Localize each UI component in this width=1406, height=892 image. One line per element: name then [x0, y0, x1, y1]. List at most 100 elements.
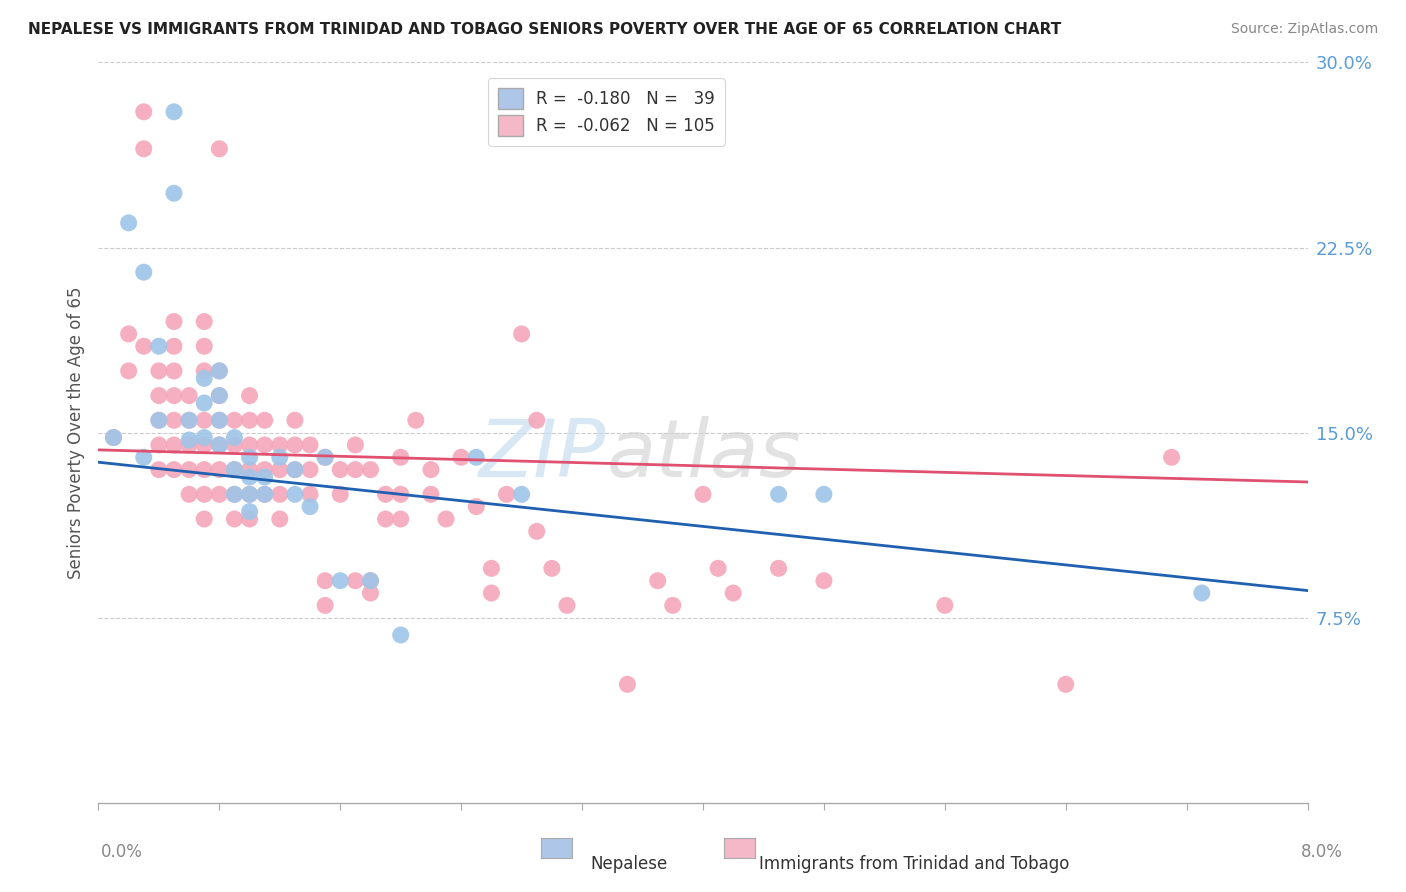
Point [163, 314, 186, 328]
Point [253, 413, 276, 427]
Point [253, 487, 276, 501]
Point [329, 487, 352, 501]
Point [193, 413, 215, 427]
Point [253, 462, 276, 476]
Point [510, 487, 533, 501]
Legend: R =  -0.180   N =   39, R =  -0.062   N = 105: R = -0.180 N = 39, R = -0.062 N = 105 [488, 78, 725, 145]
Point [360, 574, 382, 588]
Point [193, 396, 215, 410]
Point [934, 599, 956, 613]
Point [284, 462, 307, 476]
Point [163, 413, 186, 427]
Point [540, 561, 562, 575]
Point [555, 599, 578, 613]
Point [374, 512, 396, 526]
Point [813, 487, 835, 501]
Point [434, 512, 457, 526]
Point [148, 388, 170, 402]
Point [661, 599, 683, 613]
Point [269, 462, 291, 476]
Point [344, 574, 367, 588]
Point [495, 487, 517, 501]
Point [299, 438, 322, 452]
Point [360, 586, 382, 600]
Point [179, 388, 201, 402]
Point [132, 104, 155, 119]
Text: Immigrants from Trinidad and Tobago: Immigrants from Trinidad and Tobago [759, 855, 1070, 872]
Point [148, 438, 170, 452]
Point [132, 339, 155, 353]
Point [647, 574, 669, 588]
Point [163, 339, 186, 353]
Point [179, 462, 201, 476]
Point [510, 326, 533, 341]
Point [314, 574, 336, 588]
Point [193, 364, 215, 378]
Point [179, 413, 201, 427]
Point [813, 574, 835, 588]
Point [420, 462, 443, 476]
Y-axis label: Seniors Poverty Over the Age of 65: Seniors Poverty Over the Age of 65 [66, 286, 84, 579]
Point [768, 561, 790, 575]
Point [481, 561, 503, 575]
Point [616, 677, 638, 691]
Point [193, 339, 215, 353]
Point [208, 388, 231, 402]
Point [179, 487, 201, 501]
Point [269, 450, 291, 465]
Point [420, 487, 443, 501]
Point [239, 450, 262, 465]
Point [239, 512, 262, 526]
Point [239, 438, 262, 452]
Point [132, 450, 155, 465]
Point [253, 438, 276, 452]
Point [193, 512, 215, 526]
Point [132, 265, 155, 279]
Point [768, 487, 790, 501]
Text: Nepalese: Nepalese [591, 855, 668, 872]
Point [148, 413, 170, 427]
Point [389, 628, 412, 642]
Point [193, 371, 215, 385]
Point [163, 186, 186, 201]
Point [148, 413, 170, 427]
Point [148, 462, 170, 476]
Point [360, 574, 382, 588]
Point [299, 487, 322, 501]
Point [1160, 450, 1182, 465]
Point [208, 364, 231, 378]
Point [526, 524, 548, 539]
Point [193, 431, 215, 445]
Point [329, 462, 352, 476]
Point [179, 433, 201, 447]
Point [389, 512, 412, 526]
Point [163, 388, 186, 402]
Point [692, 487, 714, 501]
Point [208, 142, 231, 156]
Point [239, 487, 262, 501]
Point [208, 438, 231, 452]
Text: atlas: atlas [606, 416, 801, 494]
Point [179, 438, 201, 452]
Point [179, 413, 201, 427]
Point [389, 487, 412, 501]
Point [284, 438, 307, 452]
Point [269, 512, 291, 526]
Point [224, 462, 246, 476]
Point [269, 487, 291, 501]
Point [208, 413, 231, 427]
Point [329, 574, 352, 588]
Point [118, 326, 141, 341]
Point [239, 505, 262, 519]
Point [314, 450, 336, 465]
Point [314, 599, 336, 613]
Point [224, 431, 246, 445]
Point [360, 462, 382, 476]
Point [132, 142, 155, 156]
Point [193, 487, 215, 501]
Point [224, 512, 246, 526]
Point [208, 438, 231, 452]
Point [239, 462, 262, 476]
Text: Source: ZipAtlas.com: Source: ZipAtlas.com [1230, 22, 1378, 37]
Point [405, 413, 427, 427]
